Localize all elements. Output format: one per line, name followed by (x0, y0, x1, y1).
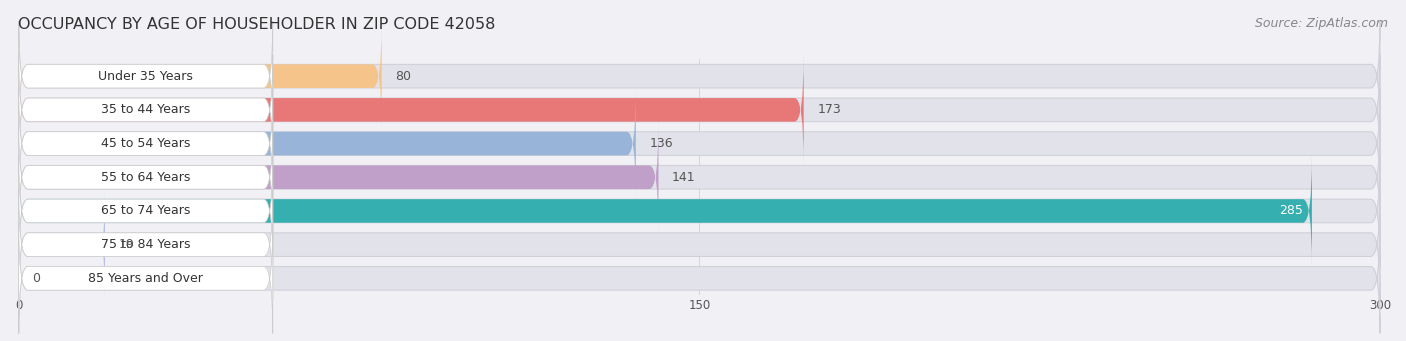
FancyBboxPatch shape (18, 223, 1379, 333)
FancyBboxPatch shape (18, 223, 273, 333)
Text: 173: 173 (817, 103, 841, 116)
FancyBboxPatch shape (18, 21, 273, 131)
Text: 35 to 44 Years: 35 to 44 Years (101, 103, 190, 116)
Text: 285: 285 (1279, 205, 1303, 218)
FancyBboxPatch shape (18, 156, 1312, 266)
FancyBboxPatch shape (18, 89, 1379, 198)
FancyBboxPatch shape (18, 21, 381, 131)
FancyBboxPatch shape (18, 190, 1379, 300)
Text: 80: 80 (395, 70, 412, 83)
Text: 75 to 84 Years: 75 to 84 Years (101, 238, 190, 251)
FancyBboxPatch shape (18, 55, 804, 165)
FancyBboxPatch shape (18, 89, 273, 198)
FancyBboxPatch shape (18, 190, 105, 300)
Text: 0: 0 (32, 272, 41, 285)
FancyBboxPatch shape (18, 122, 658, 232)
FancyBboxPatch shape (18, 190, 273, 300)
Text: 141: 141 (672, 171, 696, 184)
FancyBboxPatch shape (18, 55, 1379, 165)
Text: 136: 136 (650, 137, 673, 150)
Text: OCCUPANCY BY AGE OF HOUSEHOLDER IN ZIP CODE 42058: OCCUPANCY BY AGE OF HOUSEHOLDER IN ZIP C… (18, 17, 496, 32)
Text: 65 to 74 Years: 65 to 74 Years (101, 205, 190, 218)
Text: Source: ZipAtlas.com: Source: ZipAtlas.com (1254, 17, 1388, 30)
FancyBboxPatch shape (18, 156, 273, 266)
Text: 55 to 64 Years: 55 to 64 Years (101, 171, 190, 184)
FancyBboxPatch shape (18, 89, 636, 198)
Text: 85 Years and Over: 85 Years and Over (89, 272, 204, 285)
FancyBboxPatch shape (18, 156, 1379, 266)
Text: Under 35 Years: Under 35 Years (98, 70, 193, 83)
FancyBboxPatch shape (18, 122, 1379, 232)
FancyBboxPatch shape (18, 55, 273, 165)
Text: 45 to 54 Years: 45 to 54 Years (101, 137, 190, 150)
FancyBboxPatch shape (18, 122, 273, 232)
FancyBboxPatch shape (18, 21, 1379, 131)
Text: 19: 19 (118, 238, 134, 251)
